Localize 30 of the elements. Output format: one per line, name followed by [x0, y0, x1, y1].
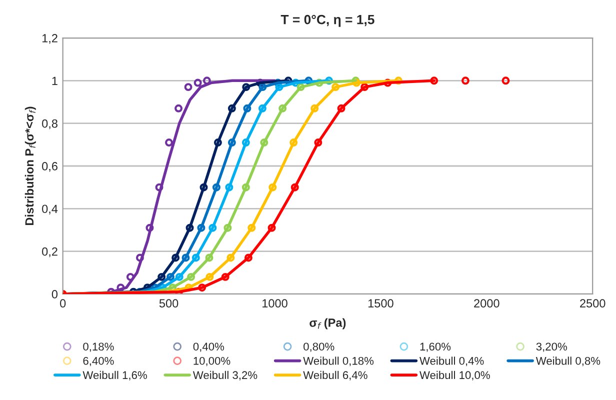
legend-label: 0,40%: [193, 342, 224, 352]
y-tick-label: 0,8: [42, 119, 58, 130]
x-tick-label: 0: [60, 299, 66, 308]
y-tick-label: 0,6: [42, 162, 58, 172]
legend-label: 3,20%: [536, 342, 567, 352]
y-axis-title: Distribution P$_{f}$(σ*<σ$_{f}$): [24, 106, 36, 226]
legend-label: 0,80%: [304, 342, 334, 352]
legend-label: Weibull 0,18%: [303, 356, 374, 366]
x-axis-title: σ$_{f}$ (Pa): [310, 318, 346, 330]
legend-label: 10,00%: [194, 356, 230, 366]
legend-label: Weibull 3,2%: [192, 370, 258, 380]
y-tick-label: 1,2: [42, 34, 58, 44]
legend-label: 0,18%: [83, 342, 114, 352]
x-tick-label: 500: [159, 299, 178, 308]
y-tick-label: 1: [52, 76, 58, 85]
x-tick-label: 1000: [262, 299, 288, 308]
y-tick-label: 0,2: [42, 247, 58, 258]
x-tick-label: 2000: [474, 299, 500, 308]
legend-label: Weibull 10,0%: [420, 370, 490, 380]
legend-label: 6,40%: [83, 356, 114, 366]
y-tick-label: 0: [52, 290, 58, 298]
chart-title: T = 0°C, η = 1,5: [280, 14, 374, 27]
legend-label: 1,60%: [420, 342, 451, 352]
legend-label: Weibull 0,8%: [536, 356, 600, 366]
legend-label: Weibull 1,6%: [82, 370, 147, 380]
x-tick-label: 2500: [580, 299, 606, 308]
legend-label: Weibull 6,4%: [303, 370, 368, 380]
x-tick-label: 1500: [368, 299, 394, 308]
y-tick-label: 0,4: [42, 204, 58, 214]
legend-label: Weibull 0,4%: [420, 356, 484, 366]
